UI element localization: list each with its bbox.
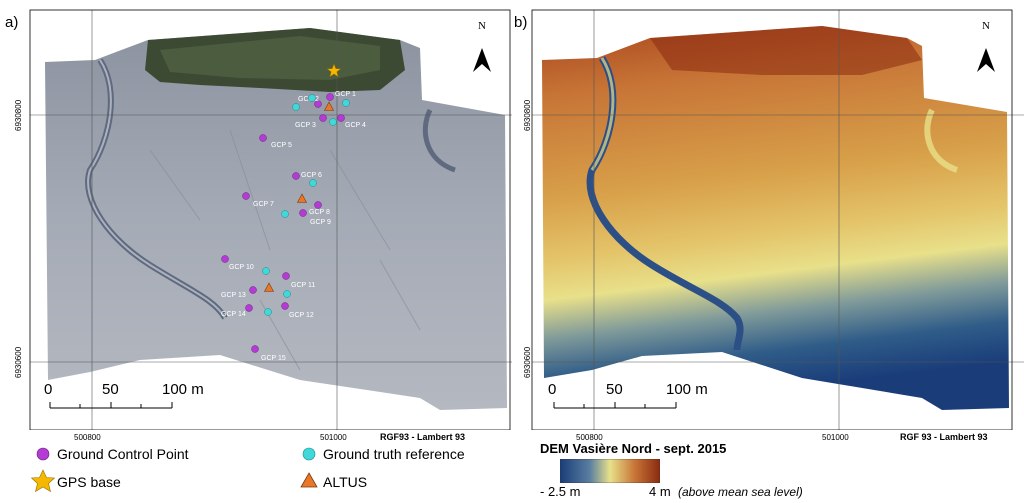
ground-truth-marker [281, 210, 289, 218]
gcp-marker [281, 302, 289, 310]
ground-truth-marker [309, 179, 317, 187]
panel-b-label: b) [514, 14, 528, 31]
gcp-marker [251, 345, 259, 353]
legend-ground-truth-label: Ground truth reference [323, 446, 465, 462]
north-arrow-icon [977, 48, 995, 72]
legend-altus-label: ALTUS [323, 474, 368, 490]
panel-a-label: a) [5, 14, 19, 31]
scale-tick-0: 0 [44, 381, 53, 398]
dem-legend-min: - 2.5 m [540, 484, 581, 499]
gcp-marker [242, 192, 250, 200]
scale-tick-100-b: 100 m [666, 381, 708, 398]
dem-colorbar [560, 459, 660, 483]
scale-tick-100: 100 m [162, 381, 204, 398]
ground-truth-marker [283, 290, 291, 298]
gcp-marker [245, 304, 253, 312]
scale-tick-50-b: 50 [606, 381, 623, 398]
gcp-label: GCP 11 [291, 282, 315, 289]
orthophoto-footprint [45, 28, 507, 410]
gcp-marker [326, 93, 334, 101]
dem-legend-note: (above mean sea level) [678, 485, 803, 499]
legend-ground-truth-symbol [302, 447, 316, 461]
gcp-marker [282, 272, 290, 280]
legend-gps-base-label: GPS base [57, 474, 121, 490]
gcp-label: GCP 6 [301, 172, 322, 179]
gps-base-icon [326, 63, 342, 78]
gcp-marker [314, 201, 322, 209]
gcp-marker [221, 255, 229, 263]
altus-marker [324, 101, 334, 111]
gcp-label: GCP 9 [310, 219, 331, 226]
gcp-marker [292, 172, 300, 180]
ground-truth-marker [292, 103, 300, 111]
xtick-left: 500800 [74, 433, 101, 442]
ground-truth-marker [342, 99, 350, 107]
dem-map [531, 9, 1024, 430]
ytick-lower-b: 6930600 [523, 346, 532, 378]
survey-markers: GCP 1 GCP 2 GCP 3 GCP 4 GCP 5 GCP 6 GCP 7 GCP 8… [221, 63, 366, 362]
ytick-upper-b: 6930800 [523, 99, 532, 131]
gcp-label: GCP 1 [335, 91, 356, 98]
north-label-b: N [982, 20, 990, 32]
tidal-channel-right [422, 108, 456, 173]
xtick-right: 501000 [320, 433, 347, 442]
gcp-marker [337, 114, 345, 122]
altus-marker [297, 193, 307, 203]
legend-gps-base-icon [30, 469, 56, 493]
gcp-marker [299, 209, 307, 217]
legend-gcp-symbol [36, 447, 50, 461]
scale-bar-b [553, 402, 677, 409]
legend-symbols [30, 447, 318, 493]
xtick-right-b: 501000 [822, 433, 849, 442]
gcp-label: GCP 15 [261, 355, 286, 362]
ground-truth-marker [308, 94, 316, 102]
legend-altus-symbol [300, 472, 318, 488]
gcp-label: GCP 13 [221, 292, 246, 299]
xtick-left-b: 500800 [576, 433, 603, 442]
gcp-label: GCP 2 [298, 96, 319, 103]
gcp-marker [319, 114, 327, 122]
gcp-marker [314, 100, 322, 108]
crs-label-b: RGF 93 - Lambert 93 [900, 432, 988, 442]
gcp-label: GCP 3 [295, 122, 316, 129]
gcp-label: GCP 8 [309, 209, 330, 216]
north-arrow-icon [473, 48, 491, 72]
scale-tick-50: 50 [102, 381, 119, 398]
dem-footprint [542, 26, 1009, 410]
dem-legend-title: DEM Vasière Nord - sept. 2015 [540, 441, 727, 456]
crs-label: RGF93 - Lambert 93 [380, 432, 466, 442]
gcp-label: GCP 14 [221, 311, 246, 318]
gcp-label: GCP 7 [253, 201, 274, 208]
scale-bar [49, 402, 173, 409]
dem-channel-right [924, 108, 959, 173]
altus-marker [264, 282, 274, 292]
scale-tick-0-b: 0 [548, 381, 557, 398]
ground-truth-marker [264, 308, 272, 316]
ground-truth-marker [262, 267, 270, 275]
gcp-marker [249, 286, 257, 294]
dem-legend-max: 4 m [649, 484, 671, 499]
gcp-label: GCP 12 [289, 312, 314, 319]
north-label: N [478, 20, 486, 32]
gcp-label: GCP 4 [345, 122, 366, 129]
gcp-label: GCP 10 [229, 264, 254, 271]
gcp-label: GCP 5 [271, 142, 292, 149]
legend-gcp-label: Ground Control Point [57, 446, 189, 462]
aerial-orthophoto-map [29, 9, 512, 430]
gcp-marker [259, 134, 267, 142]
ground-truth-marker [329, 118, 337, 126]
